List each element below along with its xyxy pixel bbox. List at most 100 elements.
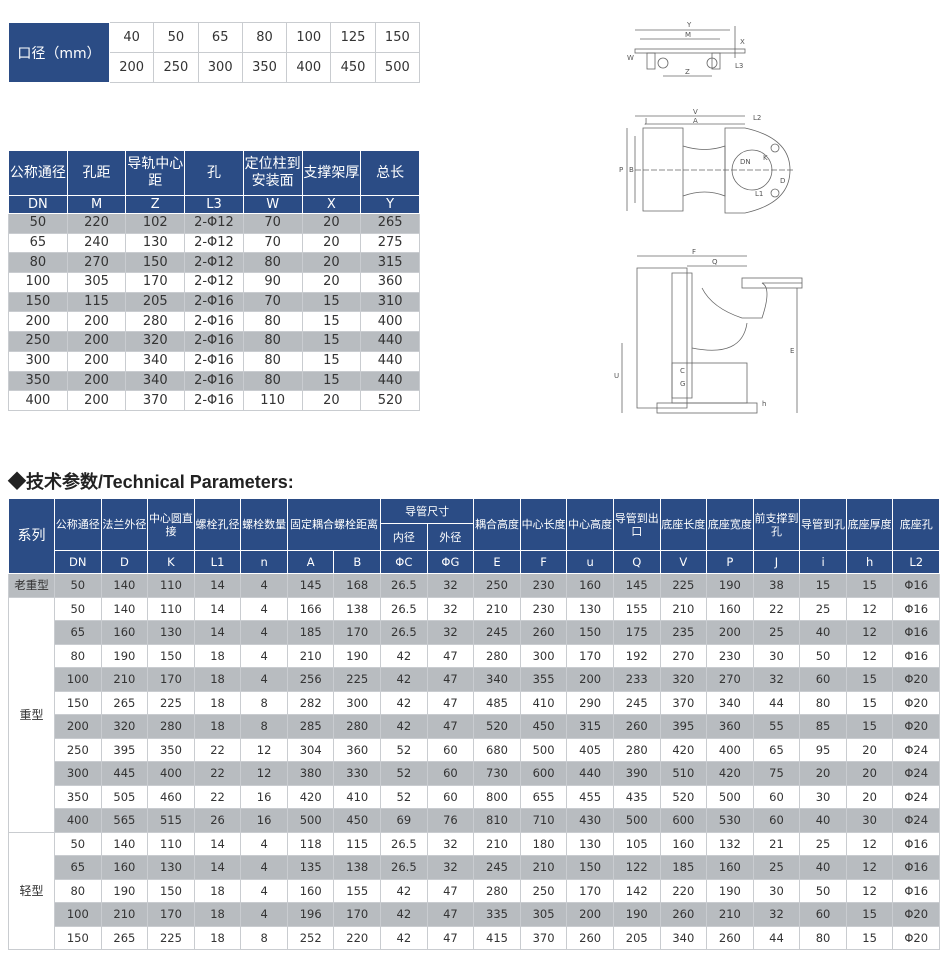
- table-cell: 150: [566, 855, 614, 880]
- column-symbol: J: [752, 550, 801, 574]
- table-cell: 2-Φ12: [184, 232, 244, 254]
- table-cell: 20: [301, 213, 362, 234]
- table-cell: 350: [147, 737, 195, 762]
- column-symbol: i: [799, 550, 847, 574]
- table-cell: 225: [147, 690, 195, 715]
- table-cell: 15: [845, 667, 894, 692]
- bore-value: 250: [153, 52, 199, 83]
- column-header: 前支撑到孔: [752, 498, 801, 551]
- table-cell: 220: [333, 925, 382, 950]
- column-header: 螺栓数量: [240, 498, 288, 551]
- table-cell: 500: [519, 737, 568, 762]
- table-row: 轻型 50 140 110 14 4 118 115 26.5 32 210 180 130 105 160…: [8, 831, 940, 950]
- bore-size-table: 口径（mm） 40 50 65 80 100 125 150 200 250 300 350 400 45…: [8, 22, 421, 83]
- table-cell: 2-Φ16: [184, 370, 244, 392]
- table-cell: 150: [125, 252, 186, 274]
- table-cell: 42: [380, 902, 428, 927]
- table-cell: 80: [242, 350, 303, 372]
- table-cell: 80: [242, 311, 303, 333]
- table-cell: 170: [566, 643, 614, 668]
- table-cell: 15: [301, 291, 362, 313]
- bore-value: 400: [286, 52, 332, 83]
- table-row: 250 395 350 22 12 304 360 52 60 680 500 405 280 420 40…: [9, 737, 940, 762]
- table-cell: 32: [426, 831, 475, 856]
- table-cell: 260: [659, 902, 708, 927]
- table-cell: 150: [566, 620, 614, 645]
- technical-parameters-table: 系列 公称通径 法兰外径 中心圆直接 螺栓孔径 螺栓数量 固定耦合螺栓距离 导管尺寸 耦合高度中…: [8, 498, 940, 950]
- table-cell: 415: [473, 925, 521, 950]
- table-cell: 305: [66, 272, 127, 293]
- table-cell: 44: [752, 690, 801, 715]
- dim-L2: L2: [753, 114, 761, 122]
- table-cell: 47: [426, 714, 475, 739]
- table-cell: 50: [799, 643, 847, 668]
- column-symbol: Y: [360, 195, 420, 214]
- table-cell: 280: [333, 714, 382, 739]
- table-cell: 235: [659, 620, 708, 645]
- table-cell: 12: [845, 855, 894, 880]
- column-header: 底座宽度: [706, 498, 754, 551]
- table-cell: 460: [147, 784, 195, 809]
- side-view-drawing: F Q E U h C G: [614, 248, 803, 414]
- table-cell: 315: [566, 714, 614, 739]
- table-cell: 142: [612, 878, 661, 903]
- table-cell: 160: [286, 878, 335, 903]
- table-cell: 69: [380, 808, 428, 833]
- column-header: 定位柱到安装面: [242, 150, 303, 196]
- table-cell: 20: [845, 784, 894, 809]
- table-cell: 210: [519, 855, 568, 880]
- table-cell: 205: [612, 925, 661, 950]
- table-cell: 50: [799, 878, 847, 903]
- table-cell: 370: [125, 390, 186, 411]
- table-cell: 200: [566, 902, 614, 927]
- table-cell: 440: [360, 331, 420, 352]
- table-cell: 15: [845, 690, 894, 715]
- table-cell: Φ16: [892, 831, 940, 856]
- table-cell: 80: [242, 370, 303, 392]
- table-cell: 340: [706, 690, 754, 715]
- table-cell: 4: [240, 643, 288, 668]
- table-cell: 190: [706, 878, 754, 903]
- table-cell: 80: [799, 925, 847, 950]
- column-subheader: 内径: [380, 523, 428, 551]
- table-cell: 32: [426, 855, 475, 880]
- table-cell: 26.5: [380, 596, 428, 621]
- table-cell: 2-Φ16: [184, 311, 244, 333]
- table-cell: 170: [333, 620, 382, 645]
- dim-L1: L1: [755, 190, 763, 198]
- dim-L3: L3: [735, 62, 743, 70]
- table-cell: 138: [333, 855, 382, 880]
- plan-view-drawing: V A J L2 P B DN K D L1: [619, 108, 793, 214]
- column-symbol: h: [845, 550, 894, 574]
- dim-F: F: [692, 248, 696, 256]
- dim-E: E: [790, 347, 794, 355]
- table-cell: 122: [612, 855, 661, 880]
- column-header: 总长: [360, 150, 420, 196]
- table-cell: 330: [333, 761, 382, 786]
- table-cell: 60: [752, 808, 801, 833]
- table-row: 150 115 205 2-Φ16 70 15 310: [8, 291, 420, 313]
- table-cell: 800: [473, 784, 521, 809]
- table-cell: 4: [240, 596, 288, 621]
- table-cell: 400: [54, 808, 102, 833]
- table-cell: 12: [845, 878, 894, 903]
- table-cell: 20: [799, 761, 847, 786]
- bore-value: 80: [241, 22, 288, 53]
- table-cell: 145: [286, 573, 335, 598]
- table-cell: 265: [360, 213, 420, 234]
- column-symbol: X: [301, 195, 362, 214]
- table-cell: 260: [612, 714, 661, 739]
- table-cell: 8: [240, 925, 288, 950]
- table-cell: 225: [333, 667, 382, 692]
- table-cell: 2-Φ12: [184, 252, 244, 274]
- table-cell: 210: [100, 902, 149, 927]
- table-cell: 395: [659, 714, 708, 739]
- table-cell: 168: [333, 573, 382, 598]
- table-cell: 32: [426, 573, 475, 598]
- table-cell: 405: [566, 737, 614, 762]
- bore-value: 50: [153, 22, 199, 53]
- dim-Y: Y: [686, 21, 692, 29]
- table-cell: 435: [612, 784, 661, 809]
- table-cell: 410: [519, 690, 568, 715]
- table-cell: 80: [242, 252, 303, 274]
